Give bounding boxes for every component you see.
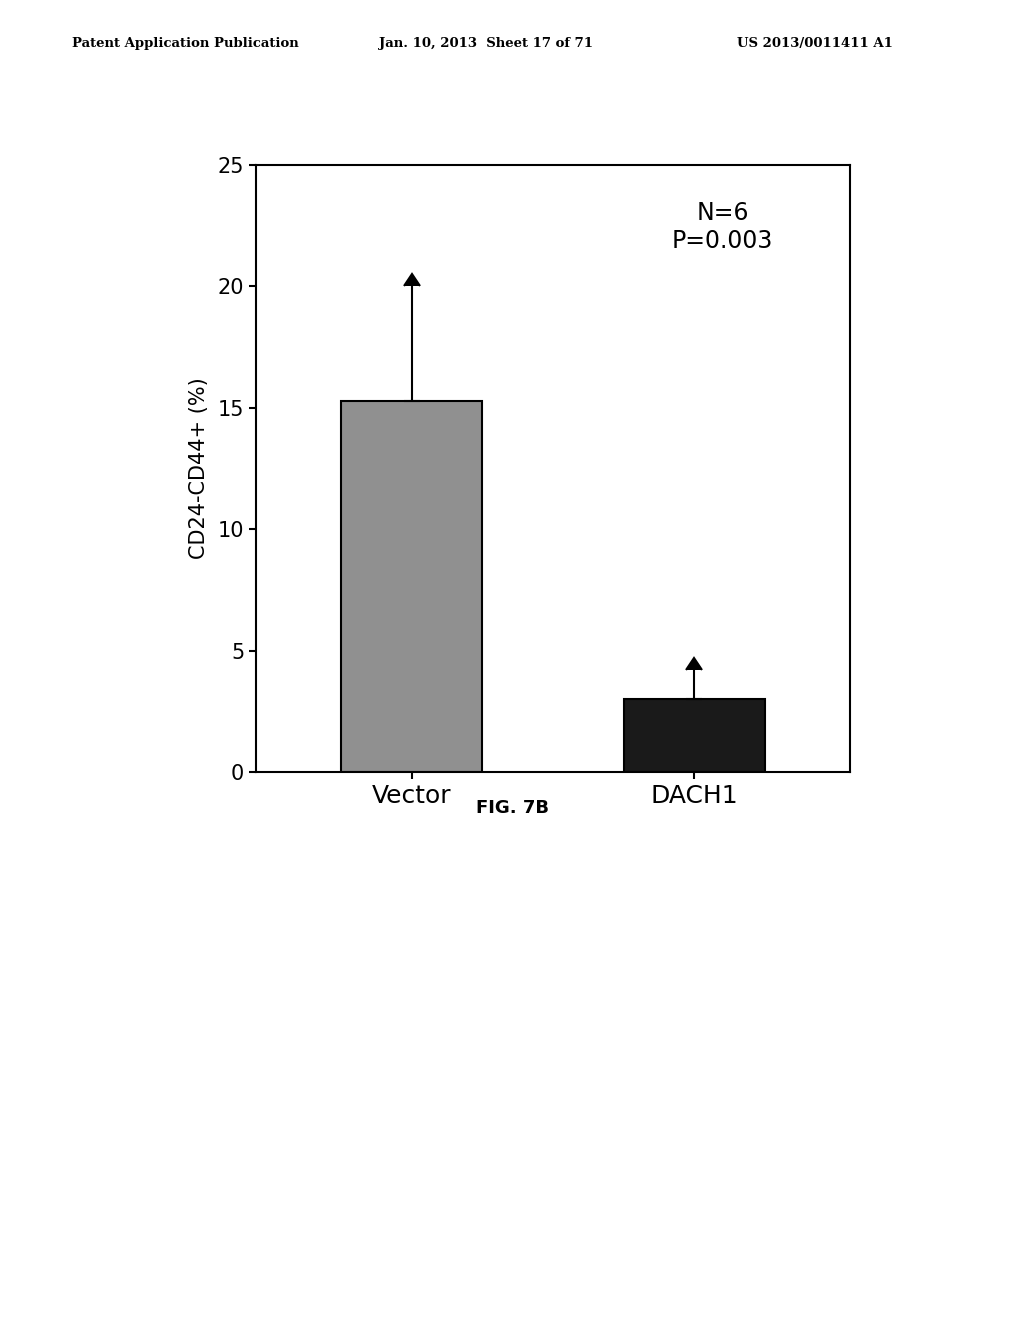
Bar	[624, 700, 765, 772]
Y-axis label: CD24-CD44+ (%): CD24-CD44+ (%)	[189, 378, 209, 560]
Text: FIG. 7B: FIG. 7B	[475, 799, 549, 817]
Text: Patent Application Publication: Patent Application Publication	[72, 37, 298, 50]
Text: Jan. 10, 2013  Sheet 17 of 71: Jan. 10, 2013 Sheet 17 of 71	[379, 37, 593, 50]
Text: US 2013/0011411 A1: US 2013/0011411 A1	[737, 37, 893, 50]
Bar	[341, 400, 482, 772]
Text: N=6
P=0.003: N=6 P=0.003	[672, 202, 773, 253]
